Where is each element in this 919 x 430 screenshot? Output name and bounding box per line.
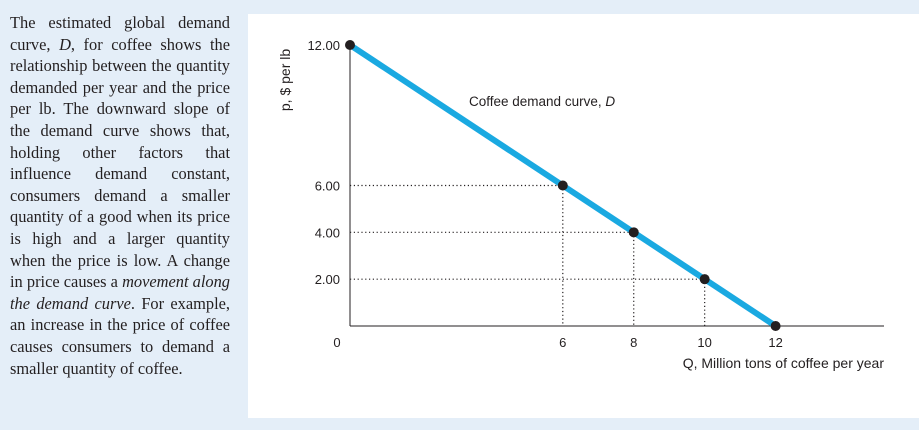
caption-d-symbol: D xyxy=(59,34,71,54)
points-group xyxy=(345,40,781,331)
y-tick-label-0: 2.00 xyxy=(315,272,340,287)
demand-chart: 2.00 4.00 6.00 12.00 6 8 10 12 0 p, $ per lb Q, … xyxy=(277,38,885,371)
x-axis-label: Q, Million tons of coffee per year xyxy=(683,355,885,371)
data-point-0 xyxy=(345,40,355,50)
data-point-2 xyxy=(628,227,639,238)
y-tick-label-3: 12.00 xyxy=(307,38,340,53)
annotation-text: Coffee demand curve, xyxy=(469,94,605,109)
x-tick-label-0: 6 xyxy=(559,335,566,350)
figure-caption: The estimated global demand curve, D, fo… xyxy=(10,12,230,379)
y-tick-label-2: 6.00 xyxy=(315,179,340,194)
x-tick-label-1: 8 xyxy=(630,335,637,350)
data-point-1 xyxy=(557,180,568,191)
guide-lines xyxy=(350,184,706,326)
origin-label: 0 xyxy=(333,335,340,350)
tick-labels: 2.00 4.00 6.00 12.00 6 8 10 12 0 xyxy=(307,38,782,350)
y-axis-label: p, $ per lb xyxy=(277,49,293,111)
caption-text-2: , for coffee shows the relationship betw… xyxy=(10,34,230,292)
y-tick-label-1: 4.00 xyxy=(315,225,340,240)
caption-text-3: . For example, an increase in the price … xyxy=(10,293,230,378)
chart-panel: 2.00 4.00 6.00 12.00 6 8 10 12 0 p, $ per lb Q, … xyxy=(248,14,919,418)
data-point-4 xyxy=(770,321,781,331)
demand-curve-annotation: Coffee demand curve, D xyxy=(469,94,615,109)
x-tick-label-2: 10 xyxy=(697,335,711,350)
x-tick-label-3: 12 xyxy=(768,335,782,350)
caption-text-1: The estimated global demand curve, xyxy=(10,13,230,54)
data-point-3 xyxy=(699,274,710,285)
annotation-symbol: D xyxy=(605,94,615,109)
caption-emphasis: movement along the demand curve xyxy=(10,272,230,313)
